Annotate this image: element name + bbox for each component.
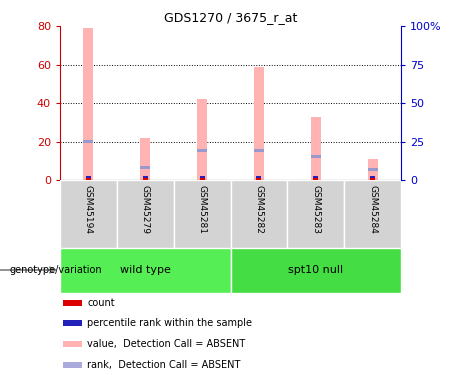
Bar: [254, 149, 264, 152]
Bar: [367, 168, 378, 171]
Bar: [197, 149, 207, 152]
Text: GSM45284: GSM45284: [368, 185, 377, 234]
Text: percentile rank within the sample: percentile rank within the sample: [87, 318, 252, 328]
Bar: [86, 176, 91, 178]
Bar: [256, 178, 261, 180]
Bar: [200, 176, 205, 178]
Text: spt10 null: spt10 null: [288, 265, 343, 275]
Bar: [313, 178, 319, 180]
Bar: [140, 166, 150, 169]
Text: value,  Detection Call = ABSENT: value, Detection Call = ABSENT: [87, 339, 245, 349]
Bar: [174, 180, 230, 248]
Bar: [63, 321, 82, 326]
Bar: [311, 117, 321, 180]
Text: wild type: wild type: [120, 265, 171, 275]
Text: GSM45281: GSM45281: [198, 185, 207, 234]
Bar: [287, 180, 344, 248]
Text: GSM45282: GSM45282: [254, 185, 263, 234]
Text: count: count: [87, 298, 115, 308]
Bar: [86, 178, 91, 180]
Bar: [63, 341, 82, 347]
Bar: [197, 99, 207, 180]
Text: rank,  Detection Call = ABSENT: rank, Detection Call = ABSENT: [87, 360, 241, 370]
Bar: [83, 140, 94, 143]
Title: GDS1270 / 3675_r_at: GDS1270 / 3675_r_at: [164, 11, 297, 24]
Bar: [140, 138, 150, 180]
Bar: [370, 178, 375, 180]
Text: GSM45194: GSM45194: [84, 185, 93, 234]
Bar: [230, 248, 401, 292]
Bar: [142, 176, 148, 178]
Text: GSM45279: GSM45279: [141, 185, 150, 234]
Bar: [83, 28, 94, 180]
Text: genotype/variation: genotype/variation: [9, 265, 102, 275]
Bar: [370, 176, 375, 178]
Bar: [230, 180, 287, 248]
Bar: [117, 180, 174, 248]
Text: GSM45283: GSM45283: [311, 185, 320, 234]
Bar: [311, 156, 321, 158]
Bar: [200, 178, 205, 180]
Bar: [63, 300, 82, 306]
Bar: [313, 176, 319, 178]
Bar: [256, 176, 261, 178]
Bar: [254, 67, 264, 180]
Bar: [63, 362, 82, 368]
Bar: [367, 159, 378, 180]
Bar: [142, 178, 148, 180]
Bar: [60, 180, 117, 248]
Bar: [344, 180, 401, 248]
Bar: [60, 248, 230, 292]
